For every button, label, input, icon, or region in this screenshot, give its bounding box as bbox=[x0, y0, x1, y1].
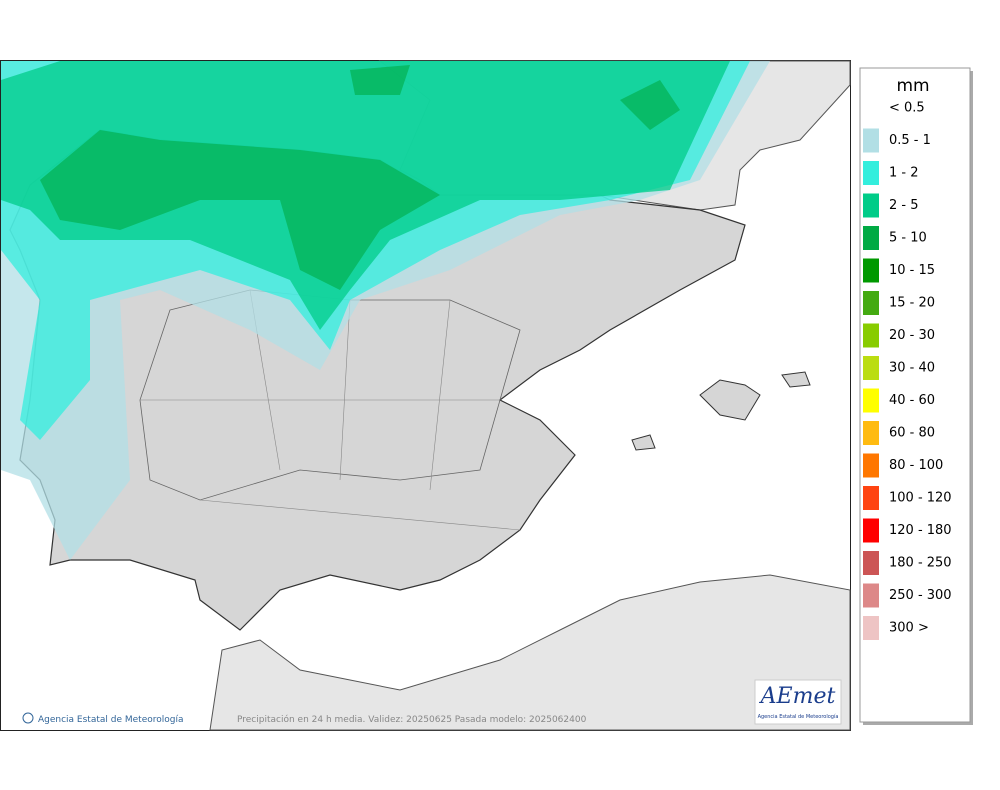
legend-swatch bbox=[863, 551, 879, 575]
credit: Agencia Estatal de Meteorología bbox=[38, 715, 184, 725]
legend-swatch bbox=[863, 421, 879, 445]
legend-label: 15 - 20 bbox=[889, 296, 935, 311]
logo-subtitle: Agencia Estatal de Meteorología bbox=[758, 713, 839, 720]
legend-title: mm bbox=[896, 76, 929, 96]
legend-label: 300 > bbox=[889, 621, 929, 636]
legend-label: 60 - 80 bbox=[889, 426, 935, 441]
legend-items: < 0.5 0.5 - 1 1 - 2 2 - 5 5 - 10 10 - 15 15 - … bbox=[863, 101, 952, 640]
legend-swatch bbox=[863, 388, 879, 413]
legend-label: 120 - 180 bbox=[889, 523, 952, 538]
legend-label: 5 - 10 bbox=[889, 231, 927, 246]
logo-name: AEmet bbox=[759, 684, 836, 709]
province-borders bbox=[140, 289, 521, 531]
legend-swatch bbox=[863, 486, 879, 510]
precip-5-10 bbox=[40, 130, 440, 290]
legend-swatch bbox=[863, 161, 879, 185]
legend-label: 40 - 60 bbox=[889, 393, 935, 408]
legend-label: 180 - 250 bbox=[889, 556, 952, 571]
logo-box bbox=[754, 679, 842, 725]
legend-label: 0.5 - 1 bbox=[889, 133, 931, 148]
legend-label: 20 - 30 bbox=[889, 328, 935, 343]
legend-label: 250 - 300 bbox=[889, 588, 952, 603]
legend-swatch bbox=[863, 616, 879, 640]
map: Agencia Estatal de Meteorología Precipit… bbox=[1, 60, 851, 731]
legend-swatch bbox=[863, 453, 879, 478]
legend-label: 10 - 15 bbox=[889, 263, 935, 278]
legend-label: 1 - 2 bbox=[889, 166, 919, 181]
legend-label: < 0.5 bbox=[889, 101, 925, 116]
ibiza bbox=[631, 434, 656, 451]
legend-swatch bbox=[863, 356, 879, 380]
legend-swatch bbox=[863, 128, 879, 153]
legend-label: 100 - 120 bbox=[889, 491, 952, 506]
legend-label: 80 - 100 bbox=[889, 458, 943, 473]
africa bbox=[209, 574, 851, 731]
legend-swatch bbox=[863, 583, 879, 608]
legend-label: 2 - 5 bbox=[889, 198, 919, 213]
legend-swatch bbox=[863, 323, 879, 348]
mallorca bbox=[699, 379, 761, 421]
menorca bbox=[781, 371, 811, 388]
legend-swatch bbox=[863, 193, 879, 218]
legend-label: 30 - 40 bbox=[889, 361, 935, 376]
legend-swatch bbox=[863, 291, 879, 315]
legend-swatch bbox=[863, 518, 879, 543]
legend-swatch bbox=[863, 226, 879, 250]
legend-swatch bbox=[863, 258, 879, 283]
caption: Precipitación en 24 h media. Validez: 20… bbox=[237, 714, 587, 725]
copyright-icon bbox=[22, 712, 34, 724]
precip-5-10-north bbox=[350, 65, 680, 130]
